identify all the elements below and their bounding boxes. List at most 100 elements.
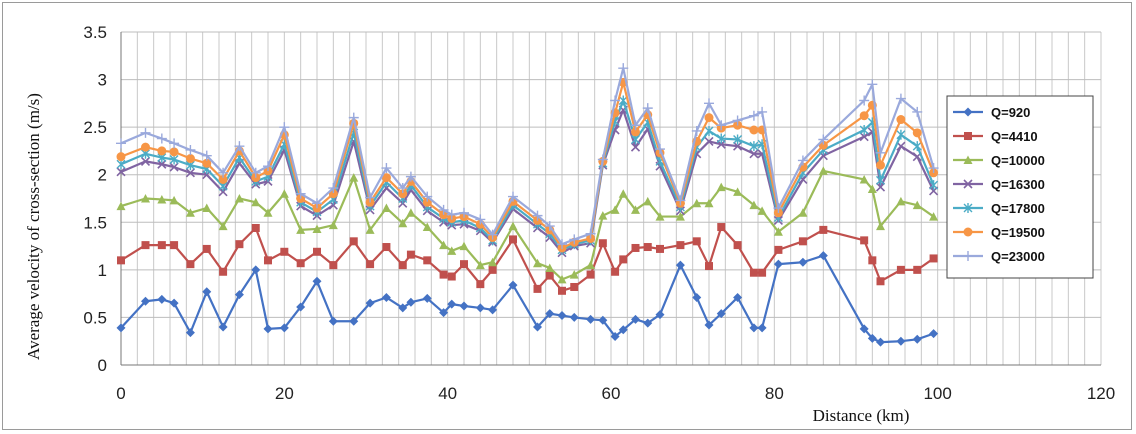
data-point [818,134,829,145]
data-point [691,125,702,136]
data-point [508,191,518,202]
legend-item: Q=16300 [953,177,1045,192]
data-point [896,265,905,274]
data-point [929,254,938,263]
data-point [169,162,179,172]
y-tick-label: 0 [98,356,107,375]
data-point [569,270,579,279]
data-point [202,203,212,213]
data-point [643,196,653,206]
data-point [875,182,886,192]
data-point [459,207,469,218]
data-point [748,110,759,121]
y-tick-label: 1.5 [83,213,107,232]
data-point [797,155,808,166]
data-point [557,239,567,250]
data-point [185,144,196,155]
data-point [185,168,195,178]
data-point [446,209,457,220]
x-tick-label: 20 [275,384,294,403]
data-point [141,142,150,152]
data-point [279,189,289,198]
data-point [619,255,628,264]
data-point [157,294,167,304]
data-point [312,276,322,286]
data-point [381,163,392,174]
data-point [798,208,808,217]
data-point [447,246,457,255]
data-point [185,208,195,217]
data-point [749,200,759,210]
data-point [313,247,321,256]
legend-label: Q=10000 [991,153,1045,168]
data-point [618,325,628,335]
data-point [610,95,621,106]
data-point [365,225,375,234]
data-point [439,270,448,279]
data-point [251,265,261,275]
data-point [406,250,415,259]
legend-marker [963,155,973,164]
legend-marker [963,203,973,213]
legend-marker [963,227,973,237]
data-point [447,299,457,309]
legend-item: Q=19500 [953,225,1045,240]
data-point [157,194,167,204]
x-axis-label: Distance (km) [813,406,910,425]
data-point [487,229,498,240]
data-point [859,174,869,184]
data-point [597,154,608,165]
data-point [642,103,653,114]
data-point [202,244,211,253]
x-tick-labels: 0 20 40 60 80 100 120 [116,384,1115,403]
data-point [896,115,906,125]
data-point [263,324,273,334]
data-point [116,201,126,211]
data-point [488,265,497,274]
data-point [202,158,212,168]
y-axis-label: Average velocity of cross-section (m/s) [24,93,43,360]
data-point [859,324,869,334]
data-point [618,63,629,74]
data-point [250,167,261,178]
data-point [798,257,808,267]
legend: Q=920 Q=4410 Q=10000 Q=16300 Q=17800 Q=19500 Q… [946,95,1094,279]
data-point [570,282,579,291]
data-point [928,163,939,174]
data-point [234,141,245,152]
data-point [655,310,665,320]
data-point [475,303,485,313]
data-point [398,303,408,313]
data-point [749,149,759,159]
data-point [141,296,150,306]
data-point [279,122,290,133]
data-point [140,127,151,138]
data-point [186,260,195,269]
data-point [381,173,391,183]
data-point [819,225,828,234]
data-point [169,147,179,157]
legend-label: Q=4410 [991,129,1038,144]
legend-label: Q=19500 [991,225,1045,240]
data-point [655,144,665,155]
data-point [716,309,726,319]
series-q-4410 [117,223,938,295]
data-point [329,261,338,270]
data-point [598,211,608,220]
data-point [263,161,273,172]
legend-label: Q=17800 [991,201,1045,216]
series-line [120,81,935,250]
y-tick-label: 3 [98,71,107,90]
y-tick-label: 2 [98,166,107,185]
data-point [630,120,641,131]
data-point [912,141,922,152]
data-point [704,136,714,146]
data-point [141,241,150,250]
data-point [598,315,608,325]
data-point [643,243,652,252]
data-point [610,205,620,214]
y-tick-label: 1 [98,261,107,280]
data-point [876,221,885,231]
data-point [382,243,391,252]
legend-label: Q=23000 [991,249,1045,264]
